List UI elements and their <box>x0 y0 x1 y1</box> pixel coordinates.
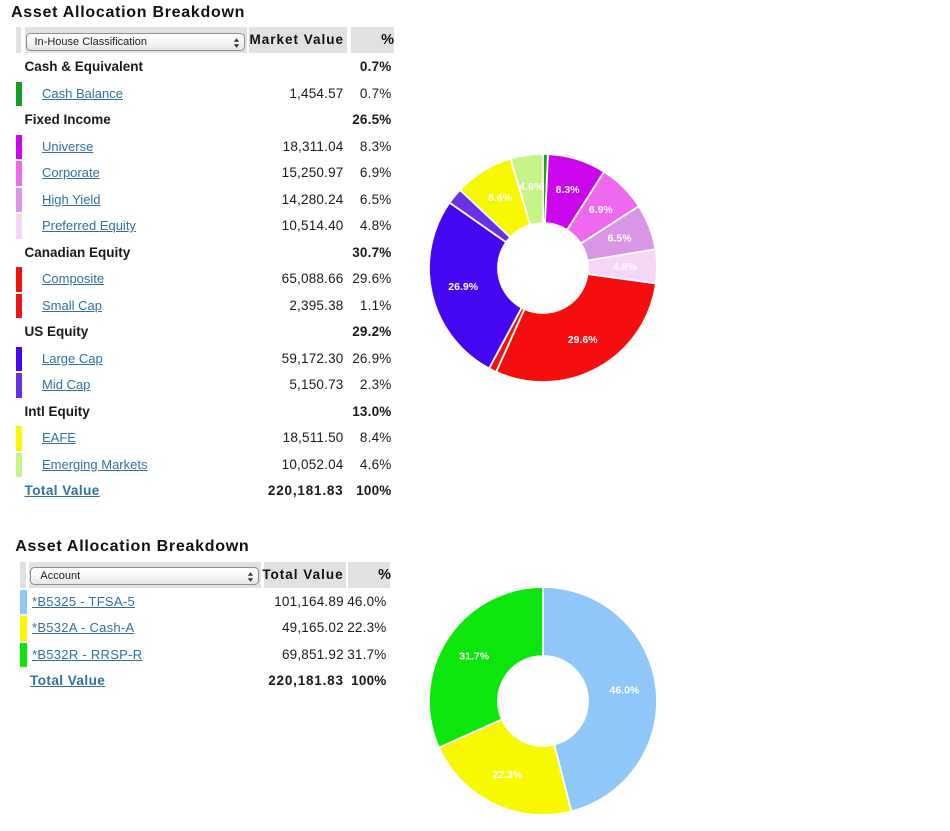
svg-text:8.4%: 8.4% <box>488 192 513 204</box>
svg-text:4.6%: 4.6% <box>519 181 544 193</box>
svg-text:8.3%: 8.3% <box>556 184 581 196</box>
svg-text:22.3%: 22.3% <box>493 769 523 781</box>
svg-text:31.7%: 31.7% <box>459 650 489 662</box>
svg-text:29.6%: 29.6% <box>568 334 598 346</box>
svg-text:46.0%: 46.0% <box>610 685 640 697</box>
svg-text:4.8%: 4.8% <box>613 261 638 273</box>
svg-text:6.9%: 6.9% <box>589 204 614 216</box>
svg-text:6.5%: 6.5% <box>608 232 633 244</box>
svg-text:26.9%: 26.9% <box>448 281 478 293</box>
